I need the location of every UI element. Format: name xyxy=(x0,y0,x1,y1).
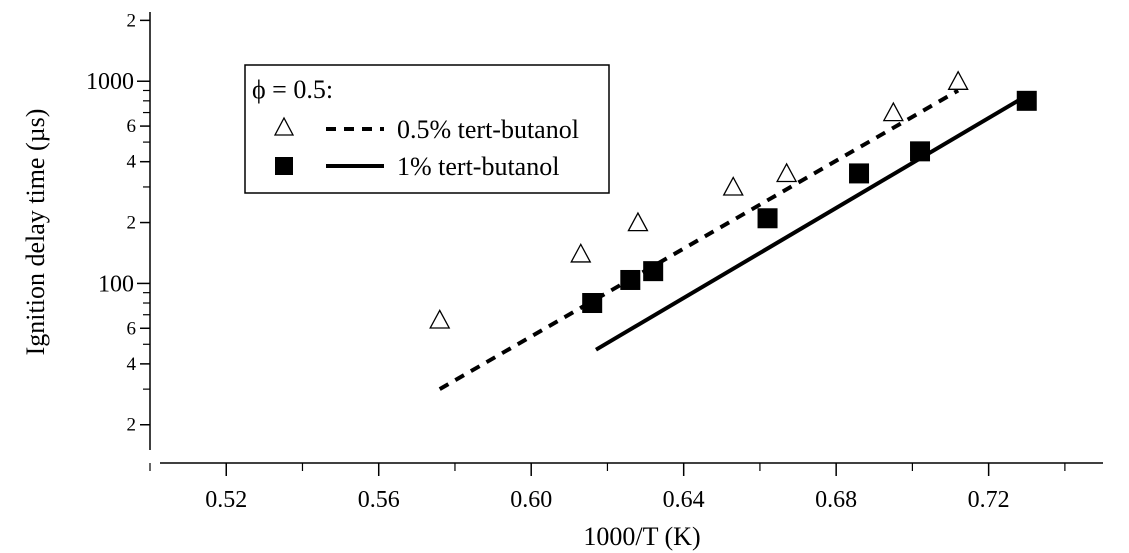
legend-marker-triangle xyxy=(273,116,295,136)
x-axis-label: 1000/T (K) xyxy=(583,522,700,551)
legend-marker-square xyxy=(275,157,293,175)
y-tick-label: 1000 xyxy=(86,69,134,95)
legend: ϕ = 0.5: 0.5% tert-butanol 1% tert-butan… xyxy=(244,64,610,194)
y-tick-label: 2 xyxy=(127,415,137,436)
triangle-point xyxy=(627,211,649,232)
y-tick-label: 2 xyxy=(127,10,137,31)
x-tick-label: 0.52 xyxy=(205,487,247,513)
square-point xyxy=(910,141,931,162)
square-point xyxy=(849,163,870,184)
y-tick-label: 6 xyxy=(127,116,137,137)
legend-box xyxy=(244,64,610,194)
axes: 0.52 0.56 0.60 0.64 0.68 0.72 2 4 6 100 2 4 6 1000 2 xyxy=(86,10,1103,513)
triangle-point xyxy=(776,162,798,183)
x-tick-label: 0.72 xyxy=(968,487,1010,513)
fit-lines xyxy=(438,88,1028,391)
triangle-point xyxy=(722,176,744,196)
y-tick-label: 6 xyxy=(127,318,137,339)
triangle-point xyxy=(947,70,969,90)
fit-line-solid xyxy=(594,93,1028,352)
x-tick-label: 0.56 xyxy=(358,487,400,513)
data-points xyxy=(429,70,1037,329)
triangle-point xyxy=(882,101,904,122)
legend-label-1: 1% tert-butanol xyxy=(397,152,559,181)
legend-label-0: 0.5% tert-butanol xyxy=(397,115,579,144)
legend-title: ϕ = 0.5: xyxy=(252,75,333,104)
x-tick-label: 0.68 xyxy=(815,487,857,513)
y-tick-label: 4 xyxy=(127,152,137,173)
fit-line-dashed xyxy=(438,88,960,391)
triangle-point xyxy=(570,243,592,263)
square-point xyxy=(643,261,664,282)
square-point xyxy=(1016,90,1037,111)
square-point xyxy=(582,293,603,314)
x-tick-label: 0.60 xyxy=(510,487,552,513)
y-tick-label: 2 xyxy=(127,213,137,234)
x-tick-label: 0.64 xyxy=(663,487,705,513)
square-point xyxy=(620,269,641,290)
square-point xyxy=(757,208,778,229)
triangle-point xyxy=(429,309,451,329)
y-axis-label: Ignition delay time (µs) xyxy=(21,109,50,356)
y-tick-label: 100 xyxy=(98,271,134,297)
y-tick-label: 4 xyxy=(127,354,137,375)
